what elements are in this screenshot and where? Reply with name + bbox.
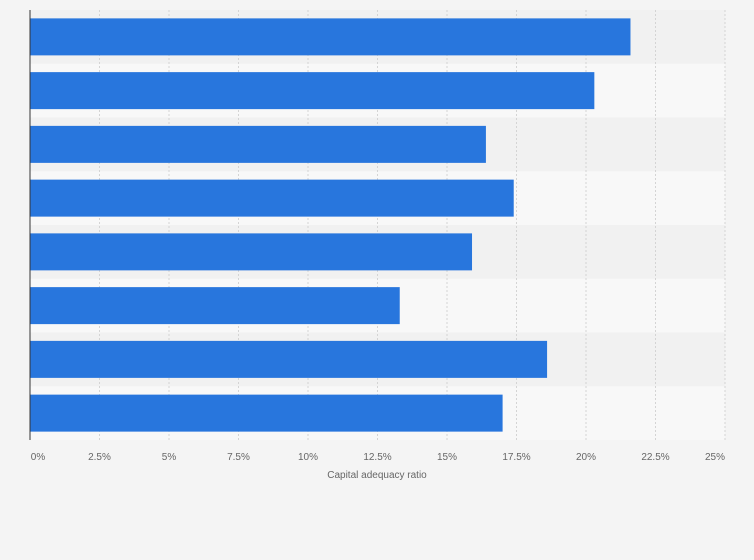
x-tick-label: 22.5% <box>641 452 669 463</box>
x-tick-label: 2.5% <box>88 452 111 463</box>
bar[interactable] <box>30 125 486 163</box>
x-tick-label: 5% <box>162 452 177 463</box>
bar[interactable] <box>30 394 503 432</box>
bar[interactable] <box>30 287 400 325</box>
x-tick-label: 15% <box>437 452 457 463</box>
x-tick-label: 25% <box>705 452 725 463</box>
x-tick-label: 17.5% <box>502 452 530 463</box>
bar[interactable] <box>30 179 514 217</box>
x-tick-label: 10% <box>298 452 318 463</box>
x-tick-label: 0% <box>31 452 46 463</box>
x-tick-labels: 0% 2.5% 5% 7.5% 10% 12.5% 15% 17.5% 20% 22.5% 25% <box>31 452 725 463</box>
x-tick-label: 12.5% <box>363 452 391 463</box>
bar[interactable] <box>30 340 548 378</box>
x-axis-title: Capital adequacy ratio <box>327 470 427 481</box>
bar[interactable] <box>30 72 595 110</box>
bars-group <box>30 18 631 432</box>
bar[interactable] <box>30 233 473 271</box>
bar[interactable] <box>30 18 631 56</box>
x-tick-label: 7.5% <box>227 452 250 463</box>
x-tick-label: 20% <box>576 452 596 463</box>
